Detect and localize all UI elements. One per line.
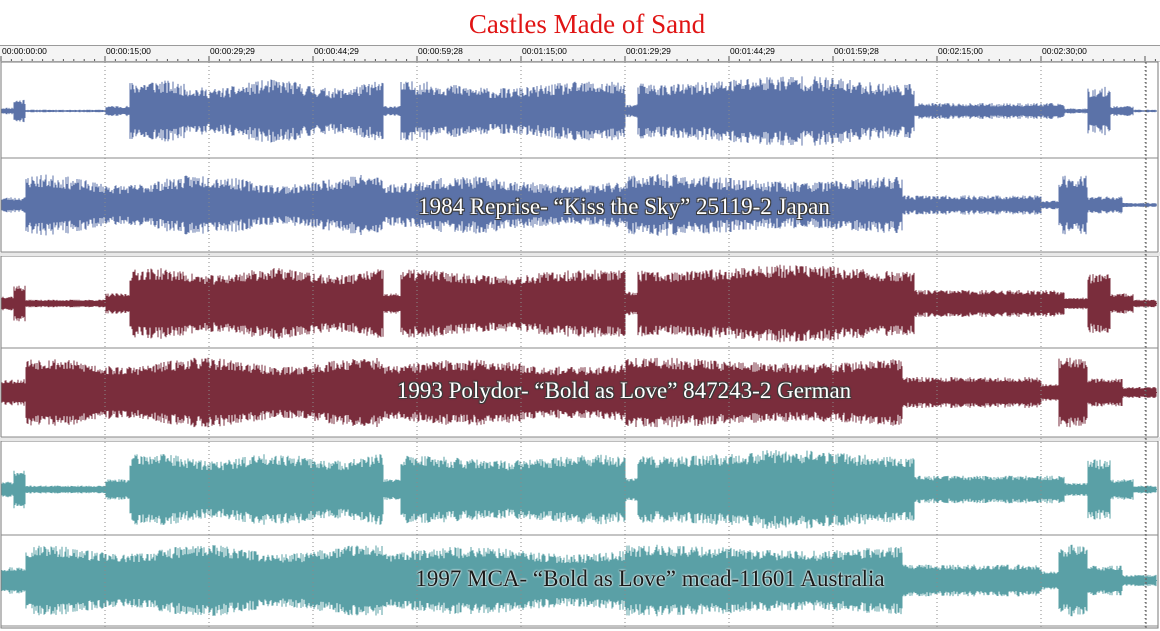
track-1984-left-waveform [1, 76, 1157, 146]
ruler-tick-label: 00:01:29;29 [626, 46, 671, 56]
ruler-tick-label: 00:00:00:00 [2, 46, 47, 56]
page-title: Castles Made of Sand [468, 9, 706, 39]
track-1997-left-waveform [1, 450, 1157, 529]
clip-separator [0, 437, 1160, 441]
clip-label-1997: 1997 MCA- “Bold as Love” mcad-11601 Aust… [415, 566, 885, 591]
track-1993-right-waveform [1, 357, 1157, 428]
ruler-tick-label: 00:00:29;29 [210, 46, 255, 56]
ruler-tick-label: 00:01:59;28 [834, 46, 879, 56]
ruler-tick-label: 00:02:30;00 [1042, 46, 1087, 56]
ruler-tick-label: 00:01:44;29 [730, 46, 775, 56]
track-1993-left-waveform [1, 264, 1157, 343]
ruler-tick-label: 00:02:15;00 [938, 46, 983, 56]
ruler-tick-label: 00:00:59;28 [418, 46, 463, 56]
clip-label-1993: 1993 Polydor- “Bold as Love” 847243-2 Ge… [396, 378, 852, 403]
track-1997-right-waveform [1, 544, 1157, 617]
ruler-tick-label: 00:00:44;29 [314, 46, 359, 56]
ruler-tick-label: 00:00:15;00 [106, 46, 151, 56]
track-1984-right-waveform [1, 174, 1157, 236]
clip-label-1984: 1984 Reprise- “Kiss the Sky” 25119-2 Jap… [418, 194, 830, 219]
ruler-tick-label: 00:01:15;00 [522, 46, 567, 56]
clip-separator [0, 252, 1160, 256]
